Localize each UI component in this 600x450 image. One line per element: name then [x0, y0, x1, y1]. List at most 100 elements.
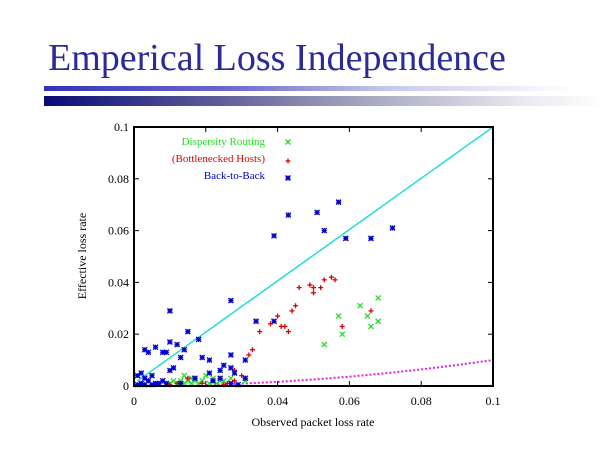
- y-tick-label: 0.1: [114, 120, 129, 134]
- point-back-to-back: [271, 232, 277, 239]
- point-back-to-back: [152, 344, 159, 351]
- point-bottlenecked-hosts: [311, 290, 316, 296]
- point-back-to-back: [342, 235, 349, 242]
- point-dispersity-routing: [220, 377, 227, 384]
- x-tick-label: 0.04: [267, 394, 288, 408]
- point-back-to-back: [210, 377, 216, 384]
- point-back-to-back: [231, 370, 238, 377]
- x-tick-label: 0.08: [411, 394, 432, 408]
- point-back-to-back: [145, 349, 152, 356]
- point-back-to-back: [181, 346, 188, 353]
- point-back-to-back: [148, 372, 155, 379]
- line-y-x: [137, 126, 494, 382]
- point-back-to-back: [367, 235, 374, 242]
- slide-title: Emperical Loss Independence: [48, 37, 506, 79]
- point-back-to-back: [134, 372, 141, 379]
- point-dispersity-routing: [199, 377, 206, 384]
- point-dispersity-routing: [375, 318, 382, 325]
- y-tick-label: 0.04: [108, 275, 129, 289]
- point-back-to-back: [321, 227, 328, 234]
- point-back-to-back: [285, 212, 292, 219]
- point-back-to-back: [242, 375, 249, 382]
- point-back-to-back: [170, 364, 177, 371]
- x-tick-label: 0.06: [339, 394, 360, 408]
- point-back-to-back: [271, 318, 277, 325]
- point-bottlenecked-hosts: [293, 303, 299, 309]
- point-bottlenecked-hosts: [328, 274, 334, 280]
- data-points: [134, 199, 396, 388]
- point-back-to-back: [163, 349, 170, 356]
- axis-ticks: 0 0.02 0.04 0.06 0.08 0.1 0 0.02 0.04 0.06 0.08 0.1: [108, 120, 501, 408]
- point-back-to-back: [227, 297, 234, 304]
- point-back-to-back: [217, 367, 224, 374]
- point-back-to-back: [141, 375, 148, 382]
- point-bottlenecked-hosts: [296, 285, 302, 291]
- point-back-to-back: [217, 375, 224, 382]
- point-back-to-back: [206, 370, 213, 377]
- plot-frame: [133, 126, 494, 387]
- point-bottlenecked-hosts: [339, 323, 345, 329]
- point-back-to-back: [242, 357, 249, 364]
- point-bottlenecked-hosts: [257, 329, 263, 335]
- x-tick-label: 0.02: [195, 394, 216, 408]
- point-dispersity-routing: [357, 302, 364, 309]
- reference-lines: [137, 126, 494, 386]
- legend-marker: [285, 139, 291, 145]
- point-dispersity-routing: [367, 323, 374, 330]
- point-back-to-back: [335, 199, 342, 206]
- legend-marker: [285, 158, 291, 164]
- x-tick-label: 0: [131, 394, 137, 408]
- point-back-to-back: [177, 354, 184, 361]
- y-tick-label: 0.02: [108, 327, 129, 341]
- point-back-to-back: [314, 209, 321, 216]
- point-back-to-back: [227, 351, 234, 358]
- point-back-to-back: [389, 225, 396, 231]
- point-bottlenecked-hosts: [332, 277, 338, 283]
- point-dispersity-routing: [184, 377, 191, 384]
- point-bottlenecked-hosts: [246, 352, 252, 358]
- point-dispersity-routing: [321, 341, 328, 348]
- point-bottlenecked-hosts: [321, 277, 327, 283]
- legend-label: Dispersity Routing: [182, 136, 266, 148]
- title-underline-top: [44, 86, 574, 91]
- point-bottlenecked-hosts: [311, 285, 316, 291]
- point-bottlenecked-hosts: [285, 329, 291, 335]
- point-dispersity-routing: [339, 331, 346, 338]
- line-independence: [205, 359, 494, 386]
- point-back-to-back: [206, 357, 213, 364]
- point-bottlenecked-hosts: [368, 308, 374, 314]
- point-back-to-back: [195, 336, 202, 343]
- point-bottlenecked-hosts: [318, 285, 324, 291]
- point-dispersity-routing: [181, 372, 188, 379]
- point-bottlenecked-hosts: [185, 375, 191, 381]
- point-bottlenecked-hosts: [249, 347, 255, 353]
- point-bottlenecked-hosts: [307, 282, 313, 288]
- point-dispersity-routing: [375, 294, 382, 301]
- point-back-to-back: [227, 364, 234, 371]
- point-back-to-back: [166, 339, 173, 345]
- point-dispersity-routing: [202, 372, 209, 379]
- point-dispersity-routing: [364, 313, 371, 320]
- point-back-to-back: [253, 318, 260, 325]
- x-tick-label: 0.1: [486, 394, 501, 408]
- point-back-to-back: [166, 367, 173, 374]
- point-bottlenecked-hosts: [282, 323, 288, 329]
- y-axis-label: Effective loss rate: [75, 213, 89, 299]
- y-tick-label: 0.08: [108, 172, 129, 186]
- legend-marker: [285, 175, 291, 181]
- point-dispersity-routing: [335, 313, 342, 320]
- title-underline-bottom: [44, 96, 600, 106]
- x-axis-label: Observed packet loss rate: [252, 415, 375, 429]
- legend-label: Back-to-Back: [204, 170, 266, 182]
- y-tick-label: 0: [123, 379, 129, 393]
- legend-label: (Bottlenecked Hosts): [172, 153, 266, 165]
- point-bottlenecked-hosts: [275, 313, 281, 319]
- point-dispersity-routing: [227, 375, 234, 382]
- point-back-to-back: [192, 375, 198, 382]
- point-back-to-back: [220, 362, 227, 369]
- legend: Dispersity Routing (Bottlenecked Hosts) Ba…: [172, 136, 291, 182]
- point-back-to-back: [199, 354, 206, 361]
- point-back-to-back: [174, 341, 181, 348]
- y-tick-label: 0.06: [108, 224, 129, 238]
